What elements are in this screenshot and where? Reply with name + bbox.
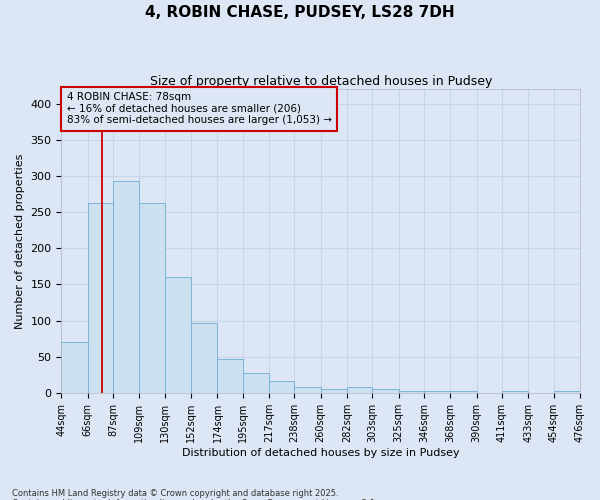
Bar bbox=[164, 277, 191, 393]
Bar bbox=[88, 204, 113, 393]
Bar bbox=[554, 390, 580, 393]
Text: Contains HM Land Registry data © Crown copyright and database right 2025.: Contains HM Land Registry data © Crown c… bbox=[12, 488, 338, 498]
Bar bbox=[139, 204, 164, 393]
Bar bbox=[242, 374, 269, 393]
Bar bbox=[269, 380, 294, 393]
Y-axis label: Number of detached properties: Number of detached properties bbox=[15, 154, 25, 328]
Bar bbox=[191, 322, 217, 393]
Bar bbox=[217, 359, 242, 393]
Bar bbox=[399, 390, 424, 393]
Bar bbox=[502, 392, 529, 393]
Bar bbox=[373, 388, 399, 393]
Bar bbox=[294, 387, 321, 393]
Title: Size of property relative to detached houses in Pudsey: Size of property relative to detached ho… bbox=[149, 75, 492, 88]
Text: Contains public sector information licensed under the Open Government Licence v3: Contains public sector information licen… bbox=[12, 498, 377, 500]
Bar bbox=[424, 390, 451, 393]
Bar bbox=[321, 388, 347, 393]
Bar bbox=[451, 392, 477, 393]
Text: 4 ROBIN CHASE: 78sqm
← 16% of detached houses are smaller (206)
83% of semi-deta: 4 ROBIN CHASE: 78sqm ← 16% of detached h… bbox=[67, 92, 332, 126]
Bar bbox=[347, 387, 373, 393]
X-axis label: Distribution of detached houses by size in Pudsey: Distribution of detached houses by size … bbox=[182, 448, 460, 458]
Text: 4, ROBIN CHASE, PUDSEY, LS28 7DH: 4, ROBIN CHASE, PUDSEY, LS28 7DH bbox=[145, 5, 455, 20]
Bar bbox=[113, 181, 139, 393]
Bar bbox=[61, 342, 88, 393]
